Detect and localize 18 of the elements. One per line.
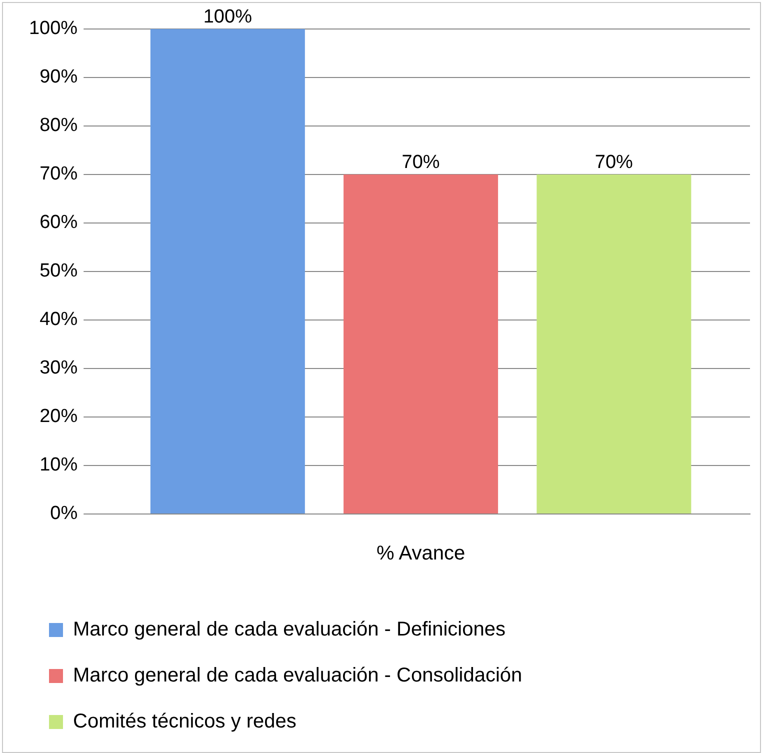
y-tick-label: 40% — [40, 309, 78, 330]
y-tick-label: 60% — [40, 212, 78, 234]
y-tick-label: 0% — [50, 503, 78, 524]
data-label: 70% — [402, 152, 440, 174]
y-tick-label: 70% — [40, 164, 78, 185]
legend-label: Marco general de cada evaluación - Definiciones — [73, 618, 506, 641]
y-tick-label: 90% — [40, 66, 78, 88]
x-tick-label: % Avance — [376, 542, 466, 565]
data-label: 100% — [203, 6, 252, 28]
y-tick-label: 80% — [40, 115, 78, 136]
legend-label: Marco general de cada evaluación - Consolidación — [73, 664, 522, 687]
legend-label: Comités técnicos y redes — [73, 710, 296, 733]
data-label: 70% — [594, 152, 634, 174]
y-tick-label: 20% — [40, 406, 78, 428]
y-tick-label: 50% — [40, 260, 78, 282]
y-tick-label: 100% — [28, 18, 78, 40]
y-tick-label: 10% — [40, 454, 78, 476]
y-tick-label: 30% — [40, 358, 78, 379]
